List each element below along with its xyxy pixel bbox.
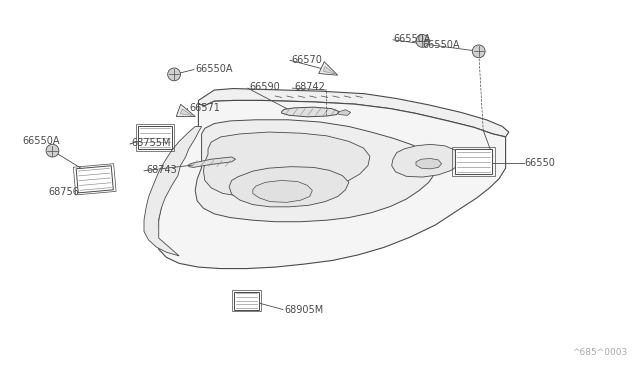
- Polygon shape: [180, 109, 193, 115]
- Polygon shape: [189, 157, 236, 167]
- Polygon shape: [195, 120, 435, 222]
- Polygon shape: [76, 166, 113, 193]
- Text: 66590: 66590: [250, 83, 280, 92]
- Text: 66571: 66571: [189, 103, 220, 113]
- Polygon shape: [392, 144, 461, 177]
- Circle shape: [46, 144, 59, 157]
- Text: 66550A: 66550A: [22, 137, 60, 146]
- Text: 68905M: 68905M: [285, 305, 324, 314]
- Circle shape: [416, 35, 429, 47]
- Text: 68755M: 68755M: [131, 138, 171, 148]
- Polygon shape: [144, 126, 202, 256]
- Polygon shape: [253, 180, 312, 202]
- Text: 68743: 68743: [146, 165, 177, 175]
- Polygon shape: [157, 100, 506, 269]
- Circle shape: [168, 68, 180, 81]
- Text: 66550: 66550: [525, 158, 556, 167]
- Polygon shape: [416, 158, 442, 169]
- Text: 68742: 68742: [294, 83, 325, 92]
- Polygon shape: [319, 62, 338, 75]
- Polygon shape: [455, 149, 492, 174]
- Polygon shape: [234, 292, 259, 310]
- Polygon shape: [176, 104, 195, 116]
- Polygon shape: [204, 132, 370, 197]
- Polygon shape: [138, 126, 172, 149]
- Text: 66550A: 66550A: [195, 64, 233, 74]
- Text: 68756: 68756: [48, 187, 79, 197]
- Text: 66550A: 66550A: [422, 41, 460, 50]
- Text: 66550A: 66550A: [394, 34, 431, 44]
- Polygon shape: [198, 89, 509, 137]
- Polygon shape: [323, 67, 335, 74]
- Polygon shape: [282, 107, 339, 117]
- Text: 66570: 66570: [292, 55, 323, 64]
- Circle shape: [472, 45, 485, 58]
- Polygon shape: [336, 110, 351, 115]
- Text: ^685^0003: ^685^0003: [572, 348, 627, 357]
- Polygon shape: [229, 167, 349, 207]
